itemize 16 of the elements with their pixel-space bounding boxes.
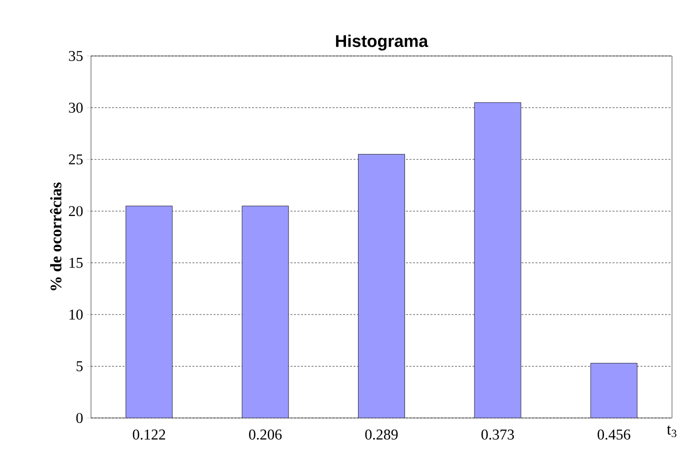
- x-tick-label: 0.122: [132, 430, 166, 440]
- chart-title: Histograma: [336, 34, 428, 50]
- x-tick-label: 0.289: [365, 430, 398, 440]
- y-tick-label: 20: [68, 206, 83, 216]
- y-tick-label: 10: [70, 310, 83, 320]
- y-tick-label: 25: [68, 154, 83, 164]
- x-tick-label: 0.456: [598, 430, 630, 440]
- x-tick-label: 0.206: [249, 430, 282, 440]
- y-tick-label: 30: [69, 102, 83, 113]
- x-axis-title: t$_{3}$: [666, 426, 676, 438]
- x-tick-label: 0.373: [481, 430, 514, 440]
- y-axis-title: % de ocorrêcias: [50, 182, 62, 290]
- y-tick-label: 35: [69, 50, 83, 61]
- y-tick-label: 0: [76, 412, 83, 424]
- y-tick-label: 5: [76, 361, 83, 372]
- y-tick-label: 15: [70, 258, 83, 268]
